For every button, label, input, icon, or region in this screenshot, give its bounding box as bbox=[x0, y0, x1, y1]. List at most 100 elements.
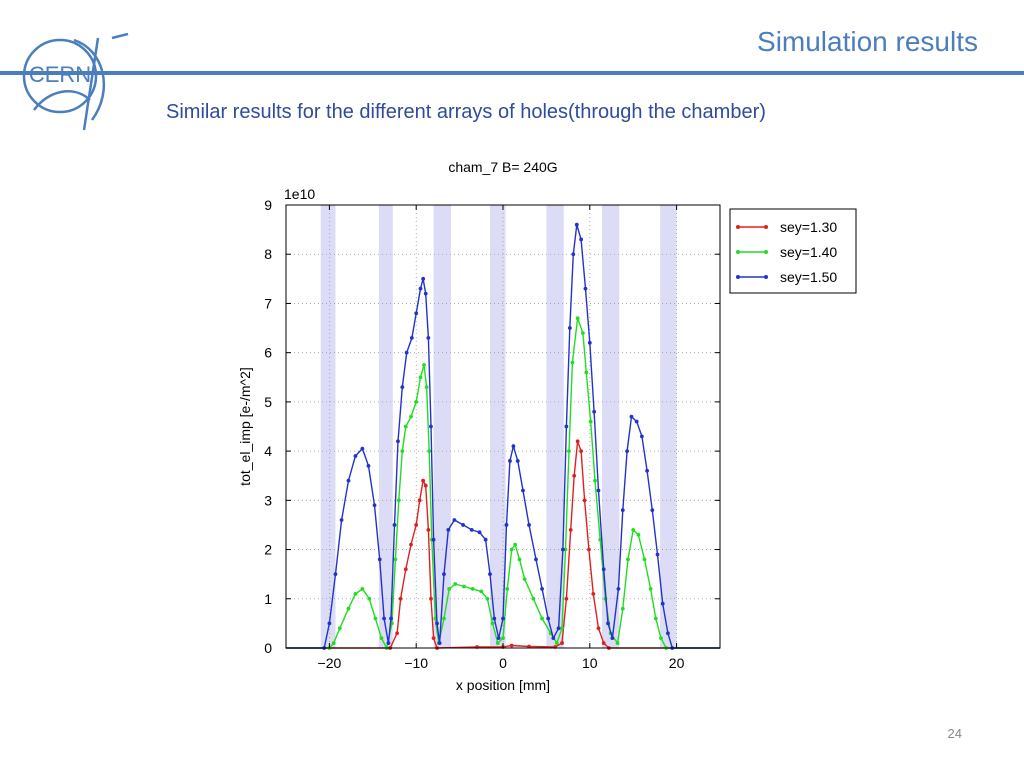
series-point-1 bbox=[427, 449, 432, 454]
page-number: 24 bbox=[947, 726, 962, 741]
series-point-2 bbox=[571, 252, 576, 257]
series-point-2 bbox=[353, 454, 358, 458]
series-point-1 bbox=[442, 616, 446, 621]
series-point-2 bbox=[551, 636, 556, 641]
series-point-2 bbox=[625, 449, 630, 454]
series-point-2 bbox=[431, 537, 436, 542]
series-point-1 bbox=[626, 557, 630, 562]
series-point-2 bbox=[546, 616, 551, 621]
series-point-2 bbox=[511, 444, 516, 449]
series-point-1 bbox=[570, 360, 575, 365]
series-point-2 bbox=[429, 424, 433, 429]
series-point-0 bbox=[572, 473, 577, 478]
y-tick-label: 7 bbox=[264, 295, 272, 311]
series-point-2 bbox=[634, 419, 639, 424]
series-line-2 bbox=[286, 224, 720, 649]
series-point-1 bbox=[403, 424, 408, 429]
series-point-1 bbox=[593, 478, 597, 483]
shaded-band-5 bbox=[601, 205, 620, 648]
series-point-2 bbox=[404, 350, 409, 355]
series-point-2 bbox=[488, 572, 492, 577]
series-point-1 bbox=[509, 547, 514, 552]
series-point-1 bbox=[373, 616, 378, 621]
series-point-2 bbox=[477, 530, 482, 535]
series-point-2 bbox=[437, 641, 442, 645]
series-point-1 bbox=[540, 616, 544, 621]
cern-logo: CERN bbox=[22, 32, 129, 131]
shaded-band-4 bbox=[546, 205, 564, 648]
series-point-2 bbox=[442, 572, 446, 577]
x-tick-label: 10 bbox=[582, 655, 598, 671]
series-point-1 bbox=[554, 641, 559, 645]
series-point-2 bbox=[327, 621, 332, 626]
series-point-1 bbox=[453, 582, 458, 586]
cern-logo-text: CERN bbox=[29, 62, 91, 87]
series-point-2 bbox=[366, 463, 371, 468]
series-point-2 bbox=[620, 508, 625, 513]
series-point-2 bbox=[386, 641, 391, 645]
series-point-2 bbox=[521, 488, 525, 493]
series-point-1 bbox=[501, 636, 505, 641]
series-point-1 bbox=[588, 419, 593, 424]
series-point-1 bbox=[653, 616, 658, 621]
series-point-1 bbox=[379, 636, 384, 641]
series-point-2 bbox=[333, 572, 338, 577]
series-point-1 bbox=[418, 375, 423, 380]
legend-label-0: sey=1.30 bbox=[780, 219, 837, 235]
shaded-band-1 bbox=[378, 205, 393, 648]
series-point-1 bbox=[495, 641, 500, 645]
series-point-2 bbox=[400, 385, 405, 390]
series-point-2 bbox=[596, 488, 601, 493]
series-point-2 bbox=[492, 616, 497, 621]
y-tick-label: 4 bbox=[264, 443, 272, 459]
series-point-2 bbox=[606, 621, 610, 626]
header-rule bbox=[0, 71, 1024, 75]
series-point-2 bbox=[426, 336, 431, 340]
series-point-0 bbox=[575, 439, 580, 444]
series-point-0 bbox=[417, 498, 422, 503]
series-point-1 bbox=[367, 596, 372, 601]
series-point-2 bbox=[483, 537, 488, 542]
series-point-1 bbox=[560, 626, 564, 631]
series-point-0 bbox=[421, 478, 426, 483]
legend-label-2: sey=1.50 bbox=[780, 269, 837, 285]
series-point-0 bbox=[431, 636, 436, 641]
series-point-1 bbox=[636, 532, 641, 537]
series-point-0 bbox=[579, 449, 584, 454]
series-point-0 bbox=[591, 591, 596, 596]
series-point-2 bbox=[360, 446, 365, 451]
y-tick-label: 1 bbox=[264, 591, 272, 607]
chart-title: cham_7 B= 240G bbox=[448, 159, 557, 175]
series-point-2 bbox=[339, 518, 344, 522]
x-tick-label: 0 bbox=[499, 655, 507, 671]
series-point-0 bbox=[426, 527, 431, 532]
series-point-1 bbox=[615, 641, 620, 645]
y-tick-label: 5 bbox=[264, 394, 272, 410]
series-point-1 bbox=[424, 385, 429, 390]
series-point-1 bbox=[620, 606, 625, 611]
series-point-1 bbox=[485, 596, 490, 601]
series-point-0 bbox=[527, 644, 531, 649]
chart: cham_7 B= 240G −20 −10 0 10 20 0 1 2 3 4 5 6 7 8 9 1e10 x… bbox=[237, 159, 857, 693]
legend-box bbox=[729, 208, 857, 294]
series-point-2 bbox=[435, 621, 439, 626]
legend-marker bbox=[736, 275, 740, 279]
legend-marker bbox=[764, 250, 768, 254]
series-point-2 bbox=[583, 286, 588, 291]
series-point-2 bbox=[601, 567, 606, 572]
series-point-2 bbox=[666, 631, 670, 636]
series-point-0 bbox=[596, 626, 601, 631]
series-point-0 bbox=[395, 631, 400, 636]
series-point-2 bbox=[556, 626, 561, 631]
series-point-0 bbox=[560, 641, 564, 645]
series-point-2 bbox=[587, 340, 592, 345]
series-point-0 bbox=[587, 547, 591, 552]
legend-marker bbox=[736, 250, 740, 254]
y-tick-label: 8 bbox=[264, 246, 272, 262]
series-point-2 bbox=[389, 616, 393, 621]
series-point-1 bbox=[567, 449, 571, 454]
series-point-2 bbox=[508, 459, 512, 463]
series-point-1 bbox=[631, 527, 636, 532]
series-point-2 bbox=[534, 557, 538, 562]
y-tick-label: 6 bbox=[264, 345, 272, 361]
